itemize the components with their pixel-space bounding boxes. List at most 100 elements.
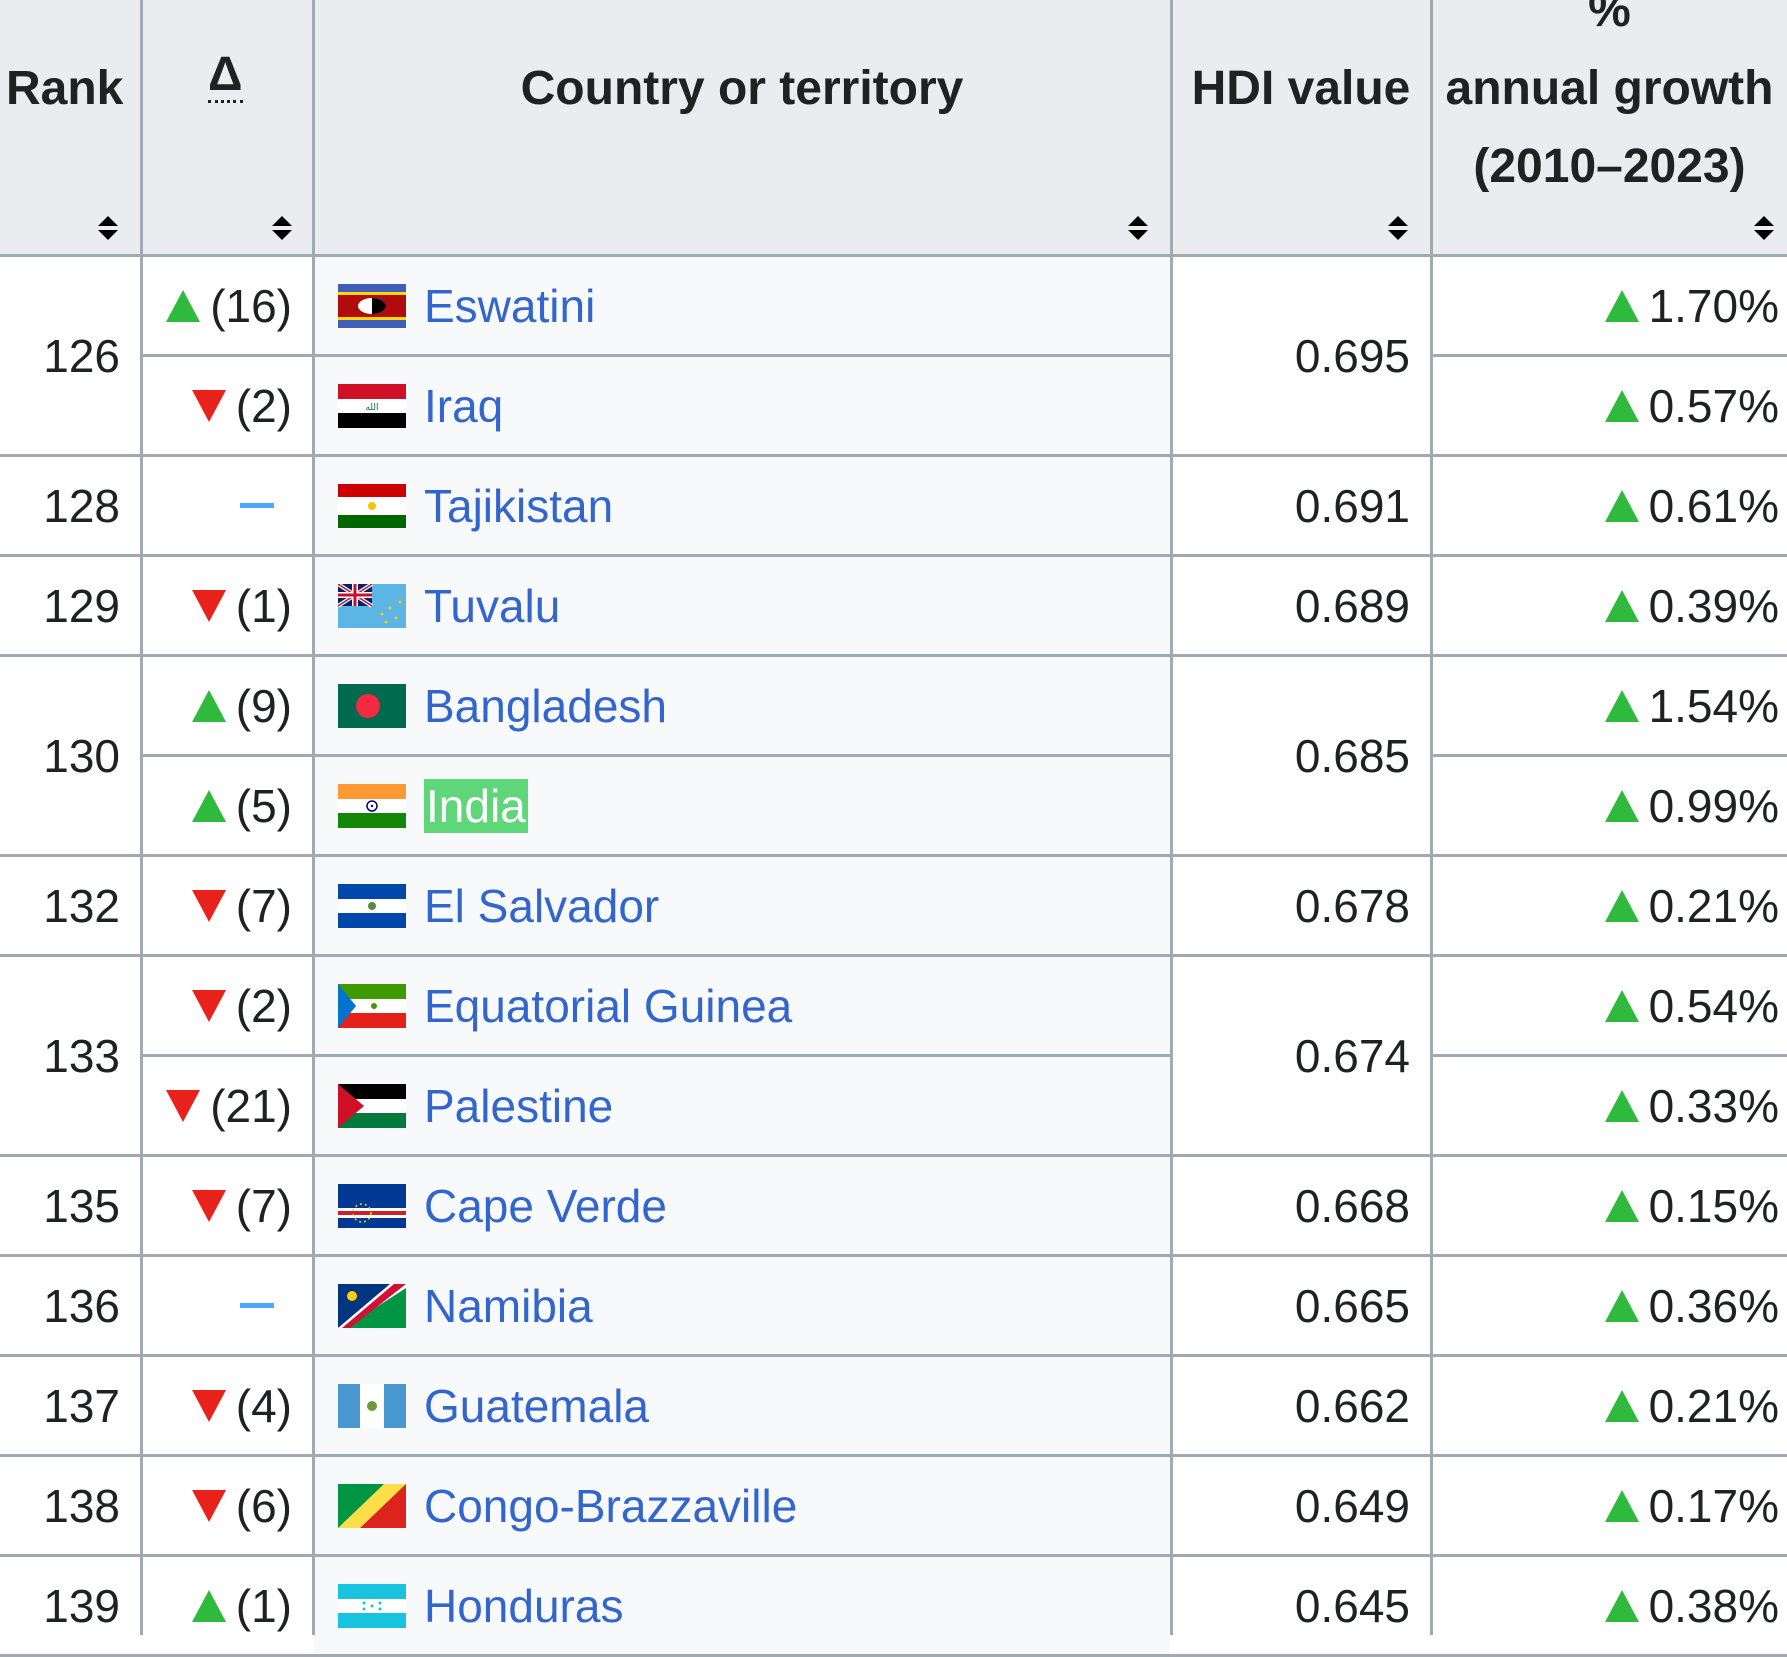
country-link[interactable]: Honduras: [424, 1579, 624, 1632]
sort-icon[interactable]: [1126, 214, 1150, 242]
rank-value: 132: [43, 879, 120, 932]
row-divider: [142, 1454, 314, 1457]
country-link[interactable]: Tajikistan: [424, 479, 614, 532]
row-divider: [1432, 754, 1787, 757]
country-cell: Congo-Brazzaville: [314, 1457, 1170, 1554]
row-divider: [142, 1554, 314, 1557]
rank-value: 138: [43, 1479, 120, 1532]
row-divider: [142, 1154, 314, 1157]
increase-triangle-icon: [1604, 1189, 1639, 1222]
delta-cell: (7): [142, 1157, 312, 1254]
country-cell: Honduras: [314, 1557, 1170, 1654]
row-divider: [142, 1054, 314, 1057]
growth-cell: 0.33%: [1432, 1057, 1787, 1154]
country-cell: Palestine: [314, 1057, 1170, 1154]
rank-value: 136: [43, 1279, 120, 1332]
increase-triangle-icon: [1604, 889, 1639, 922]
country-cell: India: [314, 757, 1170, 854]
country-link[interactable]: Tuvalu: [424, 579, 561, 632]
row-divider: [142, 454, 314, 457]
col-header-delta[interactable]: Δ: [142, 0, 312, 256]
country-link[interactable]: Congo-Brazzaville: [424, 1479, 798, 1532]
col-header-growth[interactable]: % annual growth (2010–2023): [1432, 0, 1787, 256]
increase-triangle-icon: [1604, 1589, 1639, 1622]
country-cell: Bangladesh: [314, 657, 1170, 754]
country-link[interactable]: Bangladesh: [424, 679, 667, 732]
tuvalu-flag-icon: [338, 583, 406, 628]
col-header-hdi-label: HDI value: [1191, 62, 1411, 115]
hdi-value: 0.674: [1294, 1029, 1410, 1082]
col-header-rank-label: Rank: [6, 62, 124, 115]
bangladesh-flag-icon: [338, 683, 406, 728]
growth-value: 0.36%: [1648, 1279, 1779, 1332]
sort-icon[interactable]: [1752, 214, 1776, 242]
hdi-value: 0.645: [1294, 1579, 1410, 1632]
delta-cell: (2): [142, 357, 312, 454]
col-header-country[interactable]: Country or territory: [314, 0, 1170, 256]
sort-icon[interactable]: [270, 214, 294, 242]
row-divider: [1432, 354, 1787, 357]
namibia-flag-icon: [338, 1283, 406, 1328]
increase-triangle-icon: [1604, 1289, 1639, 1322]
delta-cell: [142, 1257, 312, 1354]
row-divider: [142, 1354, 314, 1357]
hdi-cell: 0.674: [1172, 957, 1430, 1154]
row-divider: [1432, 954, 1787, 957]
country-link[interactable]: India: [424, 778, 528, 833]
col-header-growth-label: % annual growth (2010–2023): [1432, 0, 1787, 206]
rank-value: 135: [43, 1179, 120, 1232]
rank-cell: 135: [0, 1157, 140, 1254]
row-divider: [142, 554, 314, 557]
india-flag-icon: [338, 783, 406, 828]
hdi-value: 0.695: [1294, 329, 1410, 382]
row-divider: [1432, 654, 1787, 657]
delta-cell: [142, 457, 312, 554]
country-link[interactable]: El Salvador: [424, 879, 660, 932]
guatemala-flag-icon: [338, 1383, 406, 1428]
no-change-icon: [240, 1303, 274, 1308]
rank-cell: 138: [0, 1457, 140, 1554]
decrease-triangle-icon: [191, 1489, 226, 1522]
col-header-hdi[interactable]: HDI value: [1172, 0, 1430, 256]
country-link[interactable]: Cape Verde: [424, 1179, 667, 1232]
country-link[interactable]: Palestine: [424, 1079, 614, 1132]
column-divider: [312, 0, 315, 1635]
growth-cell: 0.57%: [1432, 357, 1787, 454]
col-header-growth-line1: %: [1588, 0, 1631, 37]
row-divider: [142, 954, 314, 957]
increase-triangle-icon: [1604, 289, 1639, 322]
sort-icon[interactable]: [96, 214, 120, 242]
col-header-rank[interactable]: Rank: [0, 0, 140, 256]
growth-cell: 1.54%: [1432, 657, 1787, 754]
delta-value: (7): [235, 1179, 292, 1232]
row-divider: [314, 1054, 1172, 1057]
decrease-triangle-icon: [191, 1389, 226, 1422]
hdi-value: 0.691: [1294, 479, 1410, 532]
delta-cell: (7): [142, 857, 312, 954]
growth-cell: 0.99%: [1432, 757, 1787, 854]
country-cell: Equatorial Guinea: [314, 957, 1170, 1054]
delta-value: (1): [235, 1579, 292, 1632]
sort-icon[interactable]: [1386, 214, 1410, 242]
growth-cell: 0.38%: [1432, 1557, 1787, 1654]
column-divider: [1430, 0, 1433, 1635]
row-divider: [314, 554, 1172, 557]
delta-value: (6): [235, 1479, 292, 1532]
delta-cell: (4): [142, 1357, 312, 1454]
col-header-country-label: Country or territory: [520, 62, 964, 115]
increase-triangle-icon: [1604, 689, 1639, 722]
country-link[interactable]: Equatorial Guinea: [424, 979, 793, 1032]
country-link[interactable]: Guatemala: [424, 1379, 650, 1432]
increase-triangle-icon: [1604, 1489, 1639, 1522]
rank-cell: 137: [0, 1357, 140, 1454]
delta-cell: (1): [142, 1557, 312, 1654]
hdi-value: 0.668: [1294, 1179, 1410, 1232]
growth-value: 0.21%: [1648, 879, 1779, 932]
row-divider: [142, 854, 314, 857]
country-link[interactable]: Namibia: [424, 1279, 593, 1332]
rank-cell: 128: [0, 457, 140, 554]
hdi-value: 0.678: [1294, 879, 1410, 932]
country-link[interactable]: Eswatini: [424, 279, 596, 332]
honduras-flag-icon: [338, 1583, 406, 1628]
country-link[interactable]: Iraq: [424, 379, 504, 432]
